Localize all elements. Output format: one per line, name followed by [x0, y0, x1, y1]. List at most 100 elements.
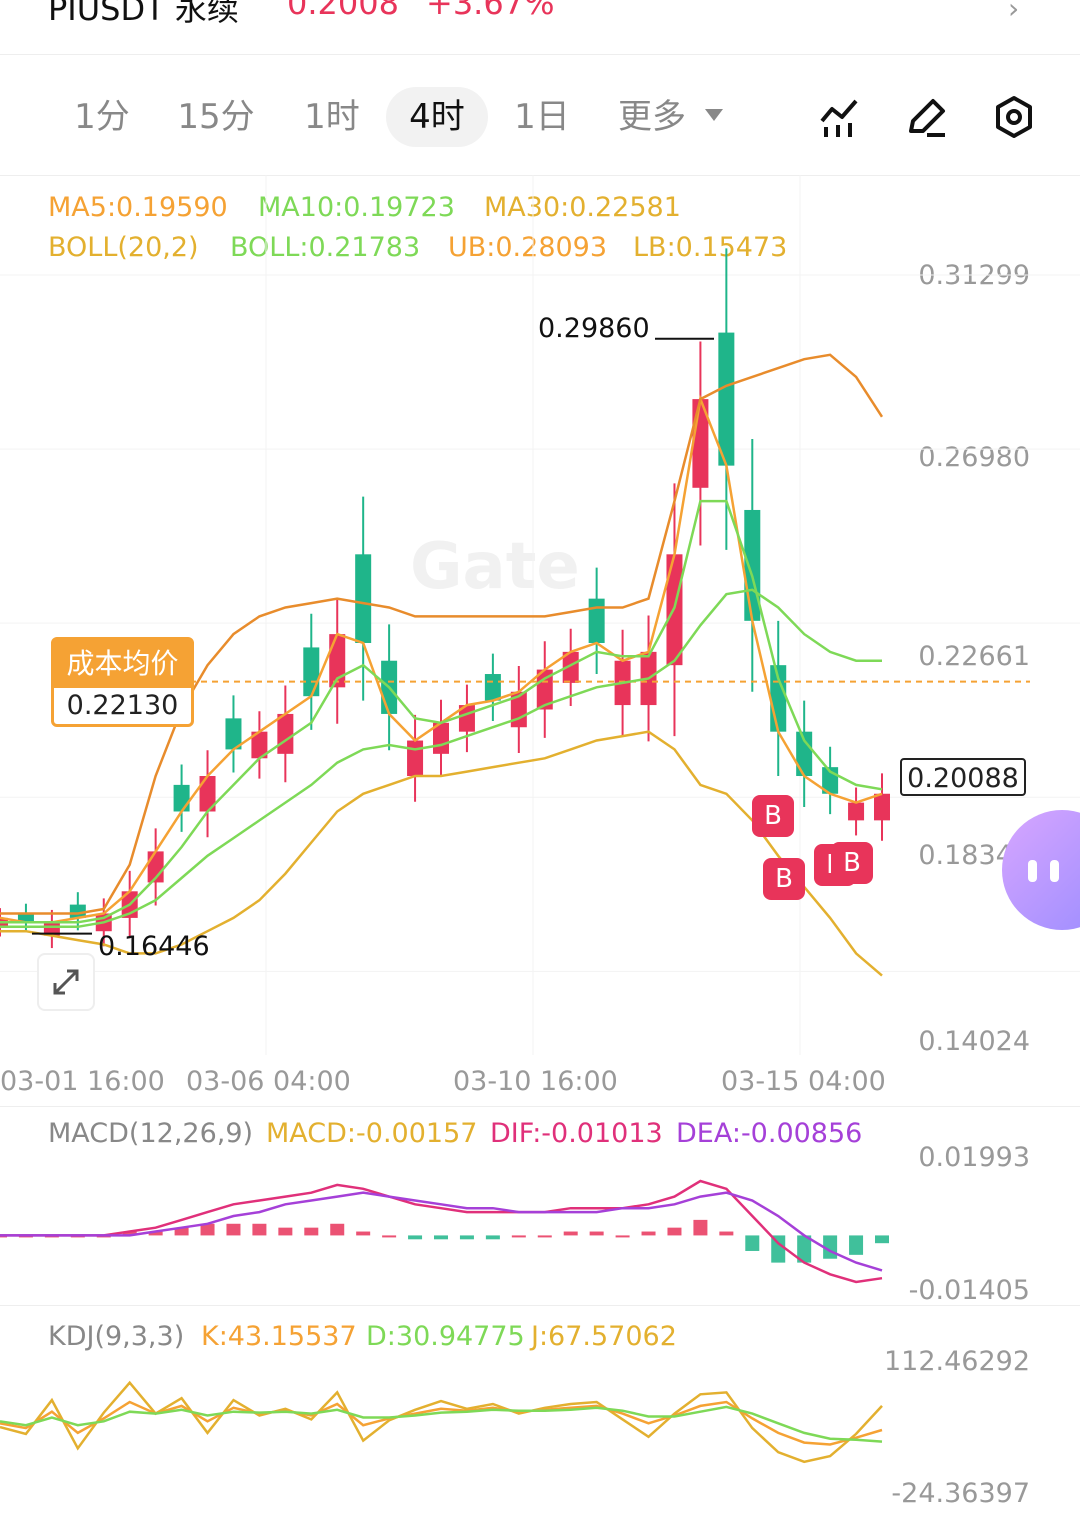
buy-marker[interactable]: B	[752, 795, 794, 837]
price-change: +3.67%	[426, 0, 555, 22]
current-price-tag[interactable]: 0.20088	[900, 758, 1026, 796]
macd-histogram-bar	[356, 1231, 371, 1236]
time-axis-label: 03-01 16:00	[0, 1066, 165, 1097]
candle-body	[796, 731, 813, 777]
candle-body	[329, 634, 346, 688]
macd-dif-value: DIF:-0.01013	[490, 1118, 663, 1149]
tab-1h[interactable]: 1时	[304, 97, 360, 137]
price-axis-label: 0.26980	[918, 442, 1030, 473]
ma10-value: MA10:0.19723	[258, 192, 455, 223]
macd-histogram-bar	[408, 1235, 423, 1240]
macd-histogram-bar	[563, 1231, 578, 1236]
draw-icon[interactable]	[905, 95, 949, 139]
macd-histogram-bar	[589, 1231, 604, 1236]
indicator-icon[interactable]	[818, 95, 862, 139]
macd-histogram-bar	[200, 1223, 215, 1236]
candle-body	[173, 784, 190, 812]
macd-histogram-bar	[148, 1231, 163, 1236]
candle-body	[848, 802, 865, 821]
cost-price-value: 0.22130	[66, 690, 179, 721]
series-line-lb	[0, 730, 883, 977]
symbol-title: PIUSDT 永续	[48, 0, 239, 28]
macd-histogram-bar	[459, 1235, 474, 1240]
macd-histogram-bar	[252, 1223, 267, 1236]
macd-chart[interactable]	[0, 1150, 1080, 1300]
macd-histogram-bar	[122, 1231, 137, 1236]
time-axis-label: 03-15 04:00	[721, 1066, 886, 1097]
macd-histogram-bar	[875, 1235, 889, 1244]
time-axis-label: 03-10 16:00	[453, 1066, 618, 1097]
expand-icon	[53, 969, 79, 995]
series-line-ma10	[0, 499, 883, 924]
price-axis-label: 0.22661	[918, 641, 1030, 672]
macd-value: MACD:-0.00157	[266, 1118, 478, 1149]
candle-body	[484, 674, 501, 701]
ma30-value: MA30:0.22581	[484, 192, 681, 223]
kdj-j-line	[0, 1380, 883, 1464]
tab-15m[interactable]: 15分	[177, 97, 255, 137]
bubble-eye-icon	[1028, 860, 1037, 882]
kdj-d-line	[0, 1405, 883, 1443]
kdj-label: KDJ(9,3,3)	[48, 1321, 185, 1352]
kdj-d-value: D:30.94775	[366, 1321, 525, 1352]
candle-body	[303, 647, 320, 697]
macd-histogram-bar	[771, 1235, 786, 1263]
macd-dea-value: DEA:-0.00856	[676, 1118, 863, 1149]
boll-ub-value: UB:0.28093	[448, 232, 608, 263]
macd-histogram-bar	[330, 1223, 345, 1236]
kdj-j-value: J:67.57062	[531, 1321, 677, 1352]
candle-body	[225, 718, 242, 750]
last-price: 0.2008	[287, 0, 399, 22]
price-axis-label: 0.14024	[918, 1026, 1030, 1057]
cost-price-tag: 成本均价 0.22130	[51, 637, 194, 727]
candle-body	[874, 793, 890, 821]
kdj-k-line	[0, 1400, 883, 1446]
macd-histogram-bar	[304, 1227, 319, 1236]
macd-label: MACD(12,26,9)	[48, 1118, 254, 1149]
ticker-header[interactable]: PIUSDT 永续 0.2008 +3.67% ›	[0, 0, 1080, 55]
macd-axis-label: -0.01405	[908, 1275, 1030, 1306]
candle-body	[588, 598, 605, 643]
high-price-label: 0.29860	[538, 313, 650, 344]
macd-histogram-bar	[693, 1219, 708, 1236]
time-axis-label: 03-06 04:00	[186, 1066, 351, 1097]
kdj-chart[interactable]	[0, 1355, 1080, 1505]
chevron-right-icon[interactable]: ›	[1008, 0, 1020, 25]
candle-body	[562, 651, 579, 683]
kdj-divider	[0, 1305, 1080, 1306]
macd-histogram-bar	[511, 1235, 526, 1238]
macd-histogram-bar	[849, 1235, 864, 1255]
series-line-ma30	[0, 588, 882, 929]
macd-dif-line	[0, 1179, 883, 1284]
macd-histogram-bar	[797, 1235, 812, 1263]
tab-1d[interactable]: 1日	[514, 97, 570, 137]
kdj-axis-label: -24.36397	[891, 1478, 1030, 1509]
tab-1m[interactable]: 1分	[74, 97, 130, 137]
macd-histogram-bar	[641, 1231, 656, 1236]
ma5-value: MA5:0.19590	[48, 192, 228, 223]
macd-axis-label: 0.01993	[918, 1142, 1030, 1173]
cost-price-title: 成本均价	[54, 640, 191, 688]
settings-icon[interactable]	[992, 95, 1036, 139]
macd-histogram-bar	[278, 1227, 293, 1236]
macd-dea-line	[0, 1191, 883, 1272]
fullscreen-button[interactable]	[37, 953, 95, 1011]
buy-marker[interactable]: B	[831, 842, 873, 884]
dropdown-caret-icon[interactable]	[704, 108, 724, 122]
boll-lb-value: LB:0.15473	[633, 232, 788, 263]
macd-divider	[0, 1106, 1080, 1107]
tab-more[interactable]: 更多	[618, 97, 686, 137]
boll-label: BOLL(20,2)	[48, 232, 199, 263]
candlestick-chart[interactable]	[0, 175, 1080, 1065]
macd-histogram-bar	[667, 1227, 682, 1236]
low-price-label: 0.16446	[98, 931, 210, 962]
timeframe-tabs: 1分 15分 1时 4时 1日 更多	[0, 55, 1080, 176]
buy-marker[interactable]: B	[763, 858, 805, 900]
candle-body	[407, 740, 424, 777]
tab-4h[interactable]: 4时	[386, 87, 488, 147]
candle-body	[536, 669, 553, 710]
macd-histogram-bar	[485, 1235, 500, 1240]
kdj-axis-label: 112.46292	[883, 1346, 1030, 1377]
macd-histogram-bar	[434, 1235, 448, 1240]
candle-body	[355, 554, 372, 643]
